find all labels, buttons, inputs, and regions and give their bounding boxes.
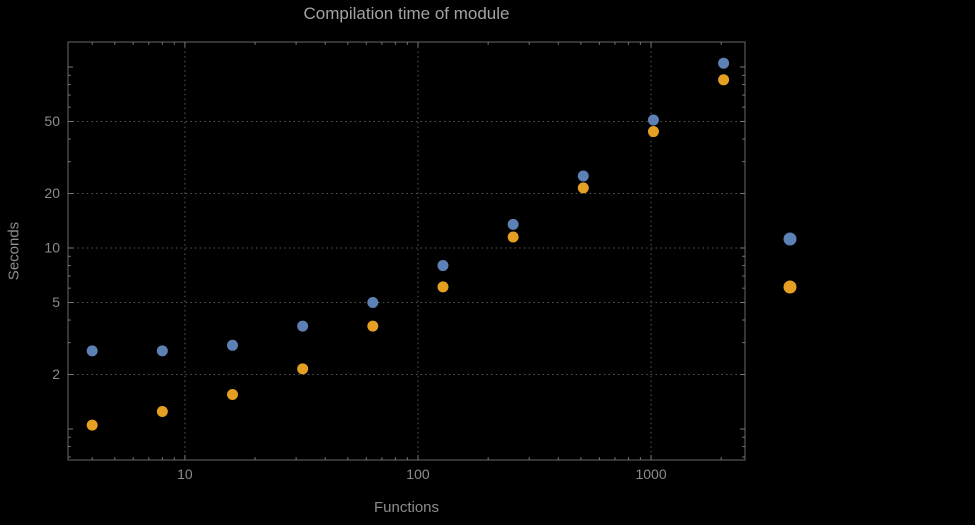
tick-label: 100 — [406, 466, 430, 482]
data-point — [297, 320, 309, 332]
data-point — [86, 345, 98, 357]
tick-label: 1000 — [635, 466, 666, 482]
data-point — [226, 339, 238, 351]
data-point — [507, 231, 519, 243]
data-point — [577, 182, 589, 194]
data-point — [647, 114, 659, 126]
data-point — [577, 170, 589, 182]
data-point — [437, 281, 449, 293]
tick-label: 10 — [177, 466, 193, 482]
data-point — [156, 405, 168, 417]
plot-frame — [67, 41, 746, 461]
chart-title: Compilation time of module — [303, 4, 510, 23]
data-point — [367, 296, 379, 308]
data-point — [507, 218, 519, 230]
legend-marker — [783, 280, 797, 294]
tick-label: 50 — [44, 113, 60, 129]
tick-label: 5 — [52, 294, 60, 310]
data-point — [156, 345, 168, 357]
x-axis-label: Functions — [373, 499, 440, 516]
data-point — [718, 57, 730, 69]
legend-marker — [783, 232, 797, 246]
data-point — [86, 419, 98, 431]
data-point — [367, 320, 379, 332]
data-point — [647, 126, 659, 138]
tick-label: 2 — [52, 366, 60, 382]
data-point — [297, 363, 309, 375]
data-point — [226, 389, 238, 401]
data-point — [437, 260, 449, 272]
tick-label: 10 — [44, 240, 60, 256]
tick-label: 20 — [44, 185, 60, 201]
data-point — [718, 74, 730, 86]
